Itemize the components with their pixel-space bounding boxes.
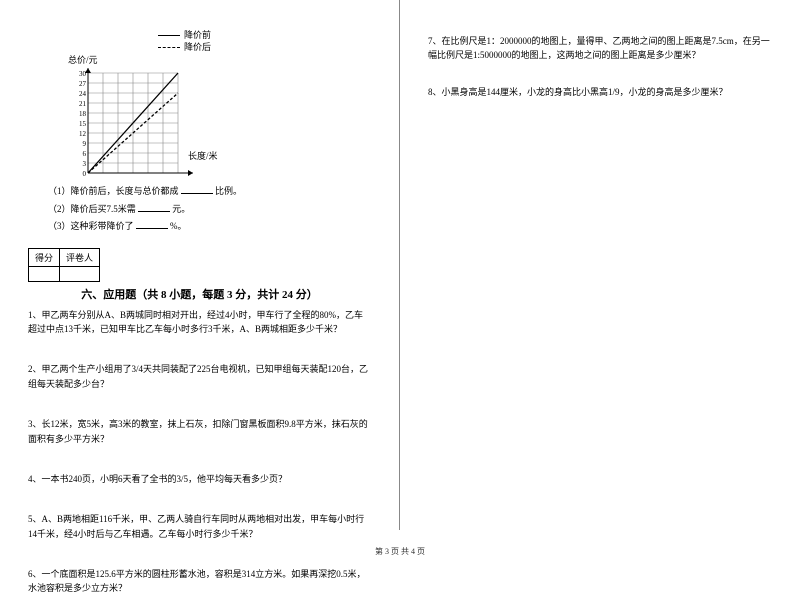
svg-text:1: 1 xyxy=(101,177,105,178)
problem-2: 2、甲乙两个生产小组用了3/4天共同装配了225台电视机，已知甲组每天装配120… xyxy=(28,362,371,391)
problem-7: 7、在比例尺是1：2000000的地图上，量得甲、乙两地之间的图上距离是7.5c… xyxy=(428,34,772,63)
legend-solid-line-icon xyxy=(158,35,180,36)
page-footer: 第 3 页 共 4 页 xyxy=(0,546,800,557)
problem-4: 4、一本书240页，小明6天看了全书的3/5，他平均每天看多少页？ xyxy=(28,472,371,486)
svg-text:15: 15 xyxy=(79,120,87,128)
fill-q3-b: %。 xyxy=(170,221,187,231)
svg-text:0: 0 xyxy=(83,170,87,178)
fill-q2-b: 元。 xyxy=(172,204,190,214)
fill-q2-a: （2）降价后买7.5米需 xyxy=(48,204,136,214)
chart-legend: 降价前 降价后 xyxy=(158,30,211,53)
section-6-title: 六、应用题（共 8 小题，每题 3 分，共计 24 分） xyxy=(28,286,371,302)
right-column: 7、在比例尺是1：2000000的地图上，量得甲、乙两地之间的图上距离是7.5c… xyxy=(400,0,800,530)
y-axis-label: 总价/元 xyxy=(68,53,98,66)
fill-q1-a: （1）降价前后，长度与总价都成 xyxy=(48,186,179,196)
svg-text:30: 30 xyxy=(79,70,87,78)
svg-text:9: 9 xyxy=(83,140,87,148)
score-cell-1[interactable] xyxy=(29,266,60,281)
left-column: 降价前 降价后 总价/元 30 xyxy=(0,0,400,530)
problem-3: 3、长12米，宽5米，高3米的教室，抹上石灰，扣除门窗黑板面积9.8平方米，抹石… xyxy=(28,417,371,446)
fill-q3-a: （3）这种彩带降价了 xyxy=(48,221,134,231)
svg-text:24: 24 xyxy=(79,90,87,98)
svg-text:27: 27 xyxy=(79,80,87,88)
chart-svg: 30 27 24 21 18 15 12 9 6 3 0 xyxy=(68,68,198,178)
blank-3[interactable] xyxy=(136,219,168,229)
fill-q3: （3）这种彩带降价了 %。 xyxy=(48,219,371,233)
svg-text:12: 12 xyxy=(79,130,87,138)
svg-text:18: 18 xyxy=(79,110,87,118)
problem-6: 6、一个底面积是125.6平方米的圆柱形蓄水池，容积是314立方米。如果再深挖0… xyxy=(28,567,371,596)
blank-2[interactable] xyxy=(138,202,170,212)
problem-8: 8、小黑身高是144厘米，小龙的身高比小黑高1/9，小龙的身高是多少厘米？ xyxy=(428,85,772,99)
score-cell-2[interactable] xyxy=(60,266,100,281)
fill-q1-b: 比例。 xyxy=(215,186,242,196)
problem-5: 5、A、B两地相距116千米，甲、乙两人骑自行车同时从两地相对出发，甲车每小时行… xyxy=(28,512,371,541)
score-header-1: 得分 xyxy=(29,248,60,266)
blank-1[interactable] xyxy=(181,184,213,194)
problem-1: 1、甲乙两车分别从A、B两城同时相对开出，经过4小时，甲车行了全程的80%，乙车… xyxy=(28,308,371,337)
svg-text:21: 21 xyxy=(79,100,87,108)
fill-q2: （2）降价后买7.5米需 元。 xyxy=(48,202,371,216)
svg-text:6: 6 xyxy=(83,150,87,158)
svg-text:3: 3 xyxy=(131,177,135,178)
x-axis-label: 长度/米 xyxy=(188,149,218,162)
svg-text:3: 3 xyxy=(83,160,87,168)
legend-before-label: 降价前 xyxy=(184,30,211,42)
chart-box: 总价/元 30 27 24 21 18 15 12 9 xyxy=(68,53,371,178)
score-table: 得分 评卷人 xyxy=(28,248,100,282)
svg-text:6: 6 xyxy=(176,177,180,178)
chart-area: 降价前 降价后 总价/元 30 xyxy=(68,30,371,178)
legend-after-label: 降价后 xyxy=(184,42,211,54)
svg-text:5: 5 xyxy=(161,177,165,178)
legend-dash-line-icon xyxy=(158,47,180,48)
svg-text:2: 2 xyxy=(116,177,120,178)
chart-y-and-grid: 总价/元 30 27 24 21 18 15 12 9 xyxy=(68,53,198,178)
svg-text:4: 4 xyxy=(146,177,150,178)
page-container: 降价前 降价后 总价/元 30 xyxy=(0,0,800,530)
score-header-2: 评卷人 xyxy=(60,248,100,266)
fill-q1: （1）降价前后，长度与总价都成 比例。 xyxy=(48,184,371,198)
